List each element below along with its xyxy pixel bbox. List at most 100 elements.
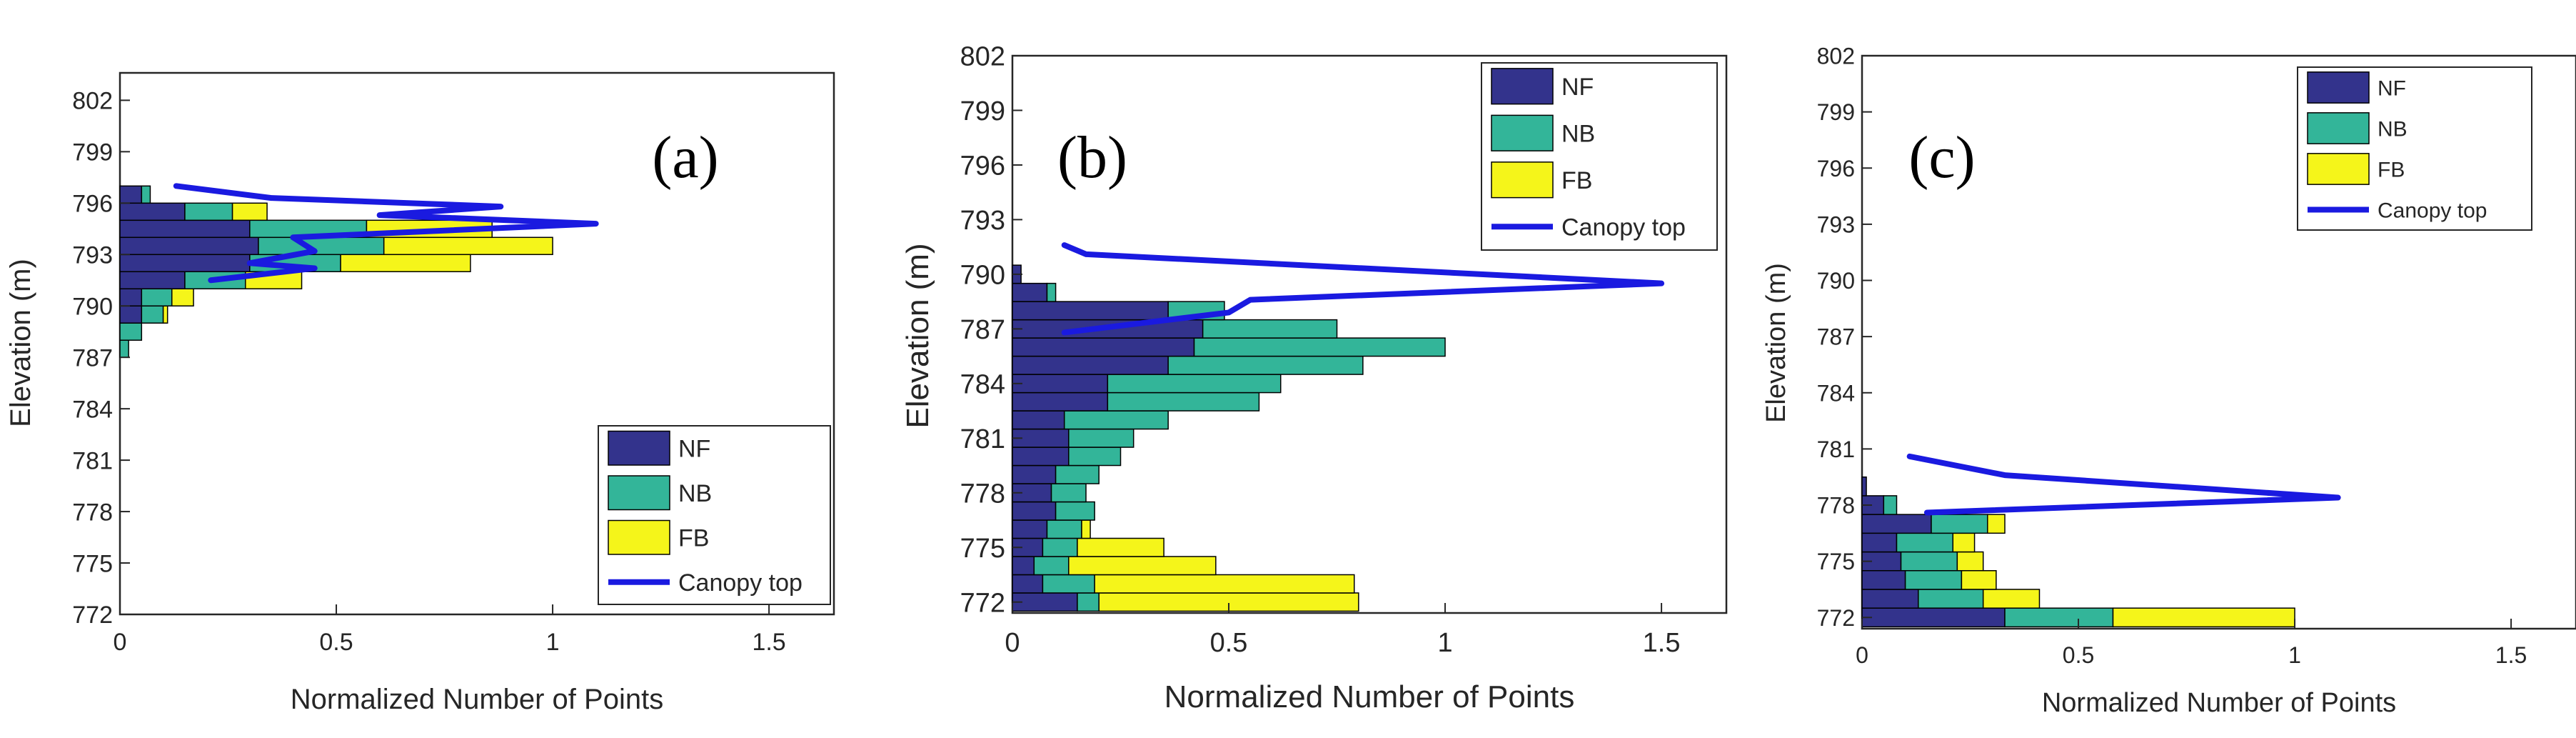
bar-nf: [1012, 592, 1078, 612]
bar-nf: [1012, 301, 1169, 321]
bar-fb: [1077, 537, 1164, 557]
y-tick-label: 772: [960, 588, 1005, 618]
bar-nb: [1055, 464, 1100, 484]
x-tick-label: 0.5: [1210, 628, 1248, 658]
bar-nf: [119, 202, 186, 221]
y-tick-label: 784: [72, 396, 113, 423]
y-tick-label: 778: [960, 479, 1005, 509]
x-tick-label: 0: [1856, 642, 1868, 668]
x-axis-label: Normalized Number of Points: [291, 684, 663, 715]
y-axis-label: Elevation (m): [1761, 263, 1791, 423]
y-tick-label: 775: [960, 534, 1005, 564]
canopy-top-line: [1906, 453, 2341, 516]
bar-nb: [1055, 501, 1095, 521]
x-tick-label: 0: [114, 629, 127, 656]
bar-fb: [231, 202, 268, 221]
bar-nf: [1861, 607, 2006, 628]
bar-nf: [1012, 355, 1169, 375]
y-axis-label: Elevation (m): [900, 243, 935, 428]
bar-nb: [1033, 556, 1070, 576]
bar-nb: [1068, 447, 1122, 467]
x-tick-label: 1: [546, 629, 560, 656]
bar-fb: [1956, 551, 1984, 572]
legend-label-nf: NF: [678, 435, 710, 462]
x-tick-label: 1: [1437, 628, 1452, 658]
bar-nb: [184, 202, 233, 221]
y-tick-label: 796: [72, 191, 113, 218]
bar-nb: [141, 288, 173, 306]
bar-nb: [1107, 392, 1260, 412]
bar-nb: [1042, 537, 1078, 557]
bar-nf: [119, 271, 186, 289]
bar-nf: [1861, 570, 1906, 590]
y-tick-label: 772: [72, 602, 113, 629]
bar-nf: [1012, 410, 1065, 430]
bar-nf: [1012, 282, 1048, 302]
bar-nf: [1012, 519, 1048, 539]
bar-nb: [1202, 319, 1338, 339]
y-tick-label: 799: [1817, 99, 1855, 125]
y-tick-label: 799: [960, 96, 1005, 126]
bar-nf: [1012, 464, 1057, 484]
x-tick-label: 0.5: [319, 629, 353, 656]
y-tick-label: 802: [72, 88, 113, 115]
bar-nb: [1107, 374, 1282, 394]
bar-nb: [1883, 495, 1898, 515]
panel-c: 772 775 778 781 784 787 790 793 796 799 802 0 0.5 1 1.…: [1761, 44, 2576, 718]
legend-label-nb: NB: [2378, 117, 2408, 141]
legend-swatch-fb: [608, 519, 670, 555]
bar-nb: [141, 185, 151, 204]
canopy-top-line: [1061, 242, 1665, 336]
bar-nf: [119, 305, 143, 324]
bar-nb: [1167, 355, 1364, 375]
bar-nf: [1861, 532, 1898, 553]
y-tick-label: 790: [1817, 268, 1855, 294]
y-tick-label: 778: [72, 499, 113, 526]
canopy-top-line: [173, 183, 599, 284]
bar-nb: [258, 236, 385, 256]
bar-nf: [1861, 589, 1919, 609]
panel-label: (c): [1908, 124, 1975, 191]
bar-nb: [1046, 519, 1082, 539]
panel-label: (b): [1057, 124, 1127, 191]
bar-nf: [1012, 374, 1109, 394]
bar-nb: [1896, 532, 1954, 553]
y-tick-label: 793: [960, 206, 1005, 236]
y-tick-label: 781: [1817, 437, 1855, 462]
legend-swatch-nb: [1491, 114, 1554, 151]
bar-nb: [1900, 551, 1958, 572]
y-tick-label: 784: [960, 370, 1005, 400]
x-tick-label: 1.5: [2495, 642, 2527, 668]
y-tick-label: 787: [72, 344, 113, 372]
bar-nb: [1046, 282, 1057, 302]
bar-fb: [162, 305, 168, 324]
x-tick-label: 0: [1005, 628, 1020, 658]
legend-label-fb: FB: [1561, 167, 1592, 194]
y-tick-label: 775: [72, 550, 113, 577]
x-axis-label: Normalized Number of Points: [2042, 688, 2396, 718]
legend-swatch-nf: [2307, 71, 2370, 104]
bar-nb: [2004, 607, 2114, 628]
y-tick-label: 784: [1817, 380, 1855, 406]
y-tick-label: 787: [1817, 324, 1855, 350]
bar-nb: [141, 305, 164, 324]
y-tick-label: 793: [1817, 211, 1855, 237]
legend-label-nf: NF: [1561, 74, 1594, 101]
bar-nb: [1050, 483, 1087, 503]
y-tick-label: 778: [1817, 493, 1855, 519]
bar-fb: [2112, 607, 2295, 628]
bar-nf: [1012, 574, 1044, 594]
panel-a: 772 775 778 781 784 787 790 793 796 799 802 0 0.5 1 1.…: [5, 71, 835, 715]
bar-nb: [1918, 589, 1984, 609]
legend-swatch-nb: [608, 475, 670, 511]
bar-nf: [119, 254, 251, 273]
bar-nf: [119, 288, 143, 306]
y-tick-label: 790: [72, 293, 113, 320]
y-tick-label: 802: [1817, 44, 1855, 69]
bar-nf: [1012, 447, 1070, 467]
panel-label: (a): [652, 124, 718, 191]
bar-fb: [1081, 519, 1091, 539]
bar-nb: [1931, 514, 1988, 534]
bar-nb: [1063, 410, 1169, 430]
